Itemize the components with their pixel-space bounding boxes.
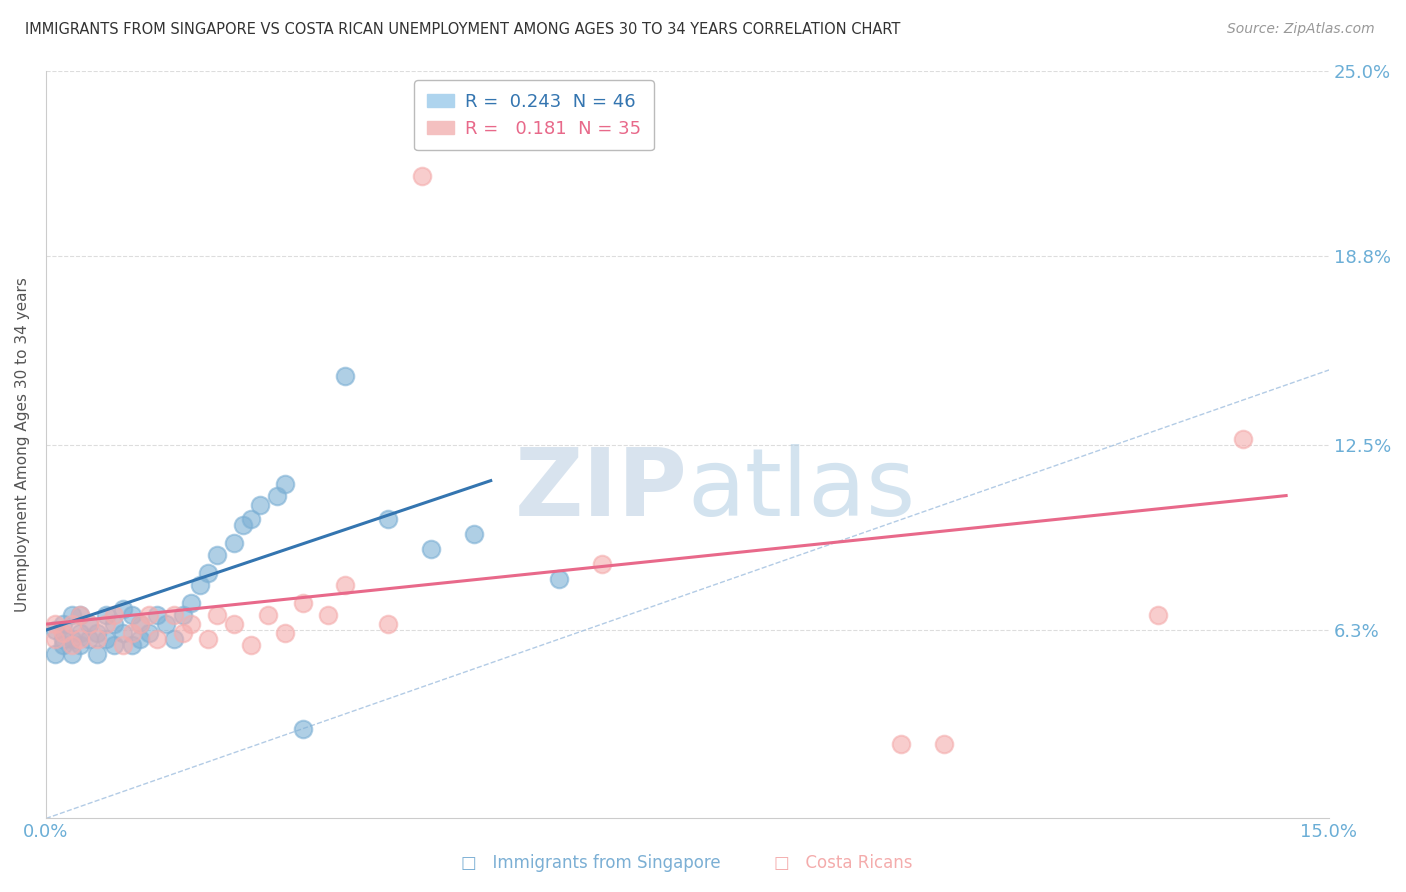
Point (94, 632, 117, 646)
Y-axis label: Unemployment Among Ages 30 to 34 years: Unemployment Among Ages 30 to 34 years (15, 277, 30, 612)
Point (224, 617, 246, 632)
Point (197, 632, 219, 646)
Point (60, 647, 83, 661)
Point (240, 638, 263, 652)
Point (377, 512, 399, 526)
Point (1232, 432, 1254, 446)
Point (163, 608, 186, 623)
Point (77, 617, 100, 632)
Point (463, 527, 485, 541)
Point (890, 737, 912, 751)
Point (291, 722, 314, 736)
Point (103, 608, 125, 623)
Point (129, 632, 152, 646)
Point (180, 596, 202, 610)
Point (274, 476, 297, 491)
Point (44, 632, 66, 646)
Text: □   Costa Ricans: □ Costa Ricans (775, 855, 912, 872)
Text: ZIP: ZIP (515, 443, 688, 535)
Point (138, 608, 160, 623)
Point (419, 542, 441, 557)
Point (316, 608, 339, 623)
Point (77, 632, 100, 646)
Point (52, 632, 75, 646)
Point (121, 608, 143, 623)
Point (129, 617, 152, 632)
Point (60, 632, 83, 646)
Point (86, 632, 108, 646)
Point (205, 608, 228, 623)
Point (44, 647, 66, 661)
Point (172, 626, 194, 640)
Point (111, 602, 134, 616)
Point (205, 549, 228, 563)
Point (291, 596, 314, 610)
Point (111, 638, 134, 652)
Point (257, 608, 280, 623)
Point (86, 626, 108, 640)
Point (335, 578, 357, 592)
Point (86, 647, 108, 661)
Point (548, 572, 571, 586)
Point (411, 169, 433, 183)
Point (591, 558, 613, 572)
Point (60, 638, 83, 652)
Point (69, 608, 91, 623)
Point (197, 566, 219, 581)
Point (69, 626, 91, 640)
Point (932, 737, 955, 751)
Point (111, 626, 134, 640)
Point (69, 632, 91, 646)
Point (121, 626, 143, 640)
Point (377, 617, 399, 632)
Point (60, 608, 83, 623)
Point (129, 617, 152, 632)
Point (44, 623, 66, 637)
Point (224, 536, 246, 550)
Point (249, 498, 271, 512)
Point (274, 626, 297, 640)
Point (103, 638, 125, 652)
Point (69, 608, 91, 623)
Point (146, 632, 169, 646)
Point (52, 617, 75, 632)
Point (121, 638, 143, 652)
Point (52, 638, 75, 652)
Point (163, 632, 186, 646)
Point (335, 369, 357, 384)
Point (1146, 608, 1168, 623)
Point (188, 578, 211, 592)
Point (155, 617, 177, 632)
Point (103, 617, 125, 632)
Point (232, 518, 254, 533)
Point (44, 617, 66, 632)
Text: IMMIGRANTS FROM SINGAPORE VS COSTA RICAN UNEMPLOYMENT AMONG AGES 30 TO 34 YEARS : IMMIGRANTS FROM SINGAPORE VS COSTA RICAN… (25, 22, 901, 37)
Point (77, 617, 100, 632)
Point (180, 617, 202, 632)
Point (240, 512, 263, 526)
Point (94, 608, 117, 623)
Legend: R =  0.243  N = 46, R =   0.181  N = 35: R = 0.243 N = 46, R = 0.181 N = 35 (415, 80, 654, 151)
Point (146, 608, 169, 623)
Text: atlas: atlas (688, 443, 915, 535)
Point (172, 608, 194, 623)
Text: Source: ZipAtlas.com: Source: ZipAtlas.com (1227, 22, 1375, 37)
Point (138, 626, 160, 640)
Point (52, 626, 75, 640)
Point (69, 638, 91, 652)
Text: □   Immigrants from Singapore: □ Immigrants from Singapore (461, 855, 720, 872)
Point (266, 489, 288, 503)
Point (60, 617, 83, 632)
Point (94, 617, 117, 632)
